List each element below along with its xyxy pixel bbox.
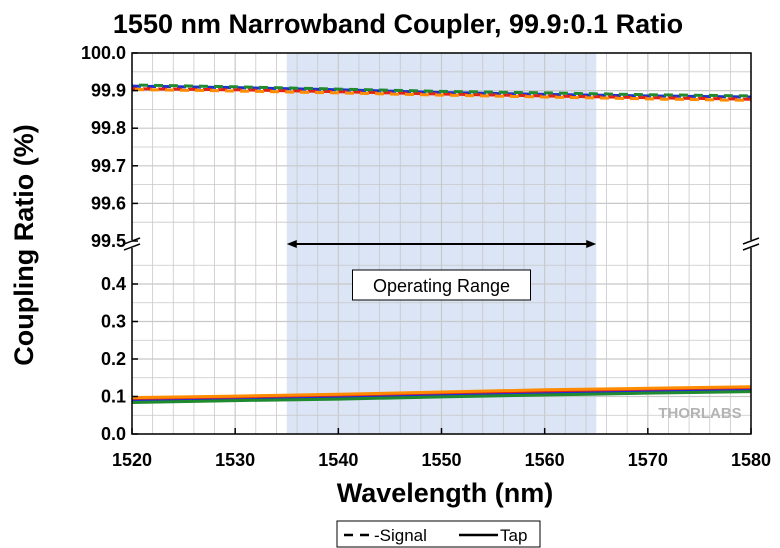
operating-range-box (352, 269, 531, 301)
axis-break-mark (123, 243, 141, 251)
range-arrow-head-right (586, 240, 597, 248)
axis-break-mark (742, 237, 760, 245)
x-tick-label: 1530 (215, 450, 255, 470)
y-tick-label: 0.4 (101, 274, 126, 294)
y-tick-label: 0.2 (101, 349, 126, 369)
x-tick-label: 1560 (525, 450, 565, 470)
y-axis-title: Coupling Ratio (%) (9, 124, 39, 365)
axis-break-gap-right (745, 240, 759, 248)
series-layer (131, 83, 752, 404)
x-axis-title: Wavelength (nm) (337, 478, 554, 508)
y-tick-label: 99.7 (91, 156, 126, 176)
range-arrow-head-left (286, 240, 297, 248)
operating-range-label: Operating Range (373, 276, 510, 296)
legend: -Signal Tap (336, 520, 541, 548)
axis-break-gap-left (124, 240, 138, 248)
signal-series-line (131, 87, 752, 101)
signal-series-line (131, 88, 752, 102)
legend-signal-label: -Signal (374, 526, 427, 545)
tap-series-line (131, 390, 752, 404)
y-tick-label: 99.6 (91, 193, 126, 213)
signal-series-line (131, 84, 752, 99)
signal-series-line (131, 83, 752, 98)
y-tick-label: 100.0 (81, 43, 126, 63)
tap-series-line (131, 385, 752, 400)
x-tick-label: 1540 (318, 450, 358, 470)
y-tick-label: 99.5 (91, 231, 126, 251)
x-tick-label: 1580 (731, 450, 771, 470)
x-tick-label: 1570 (628, 450, 668, 470)
legend-tap-label: Tap (500, 526, 527, 545)
y-tick-label: 0.0 (101, 424, 126, 444)
y-tick-label: 99.8 (91, 118, 126, 138)
x-tick-label: 1520 (112, 450, 152, 470)
y-tick-label: 0.1 (101, 387, 126, 407)
tick-labels: 1520 1530 1540 1550 1560 1570 1580 99.5 99.6 99.7… (81, 43, 771, 470)
axis-break-mark (742, 243, 760, 251)
y-tick-label: 0.3 (101, 312, 126, 332)
legend-box (336, 520, 541, 548)
operating-range-annotation: Operating Range (286, 240, 597, 301)
thorlabs-watermark: THORLABS (658, 405, 741, 422)
x-tick-label: 1550 (421, 450, 461, 470)
y-tick-label: 99.9 (91, 81, 126, 101)
chart-title: 1550 nm Narrowband Coupler, 99.9:0.1 Rat… (113, 9, 683, 39)
